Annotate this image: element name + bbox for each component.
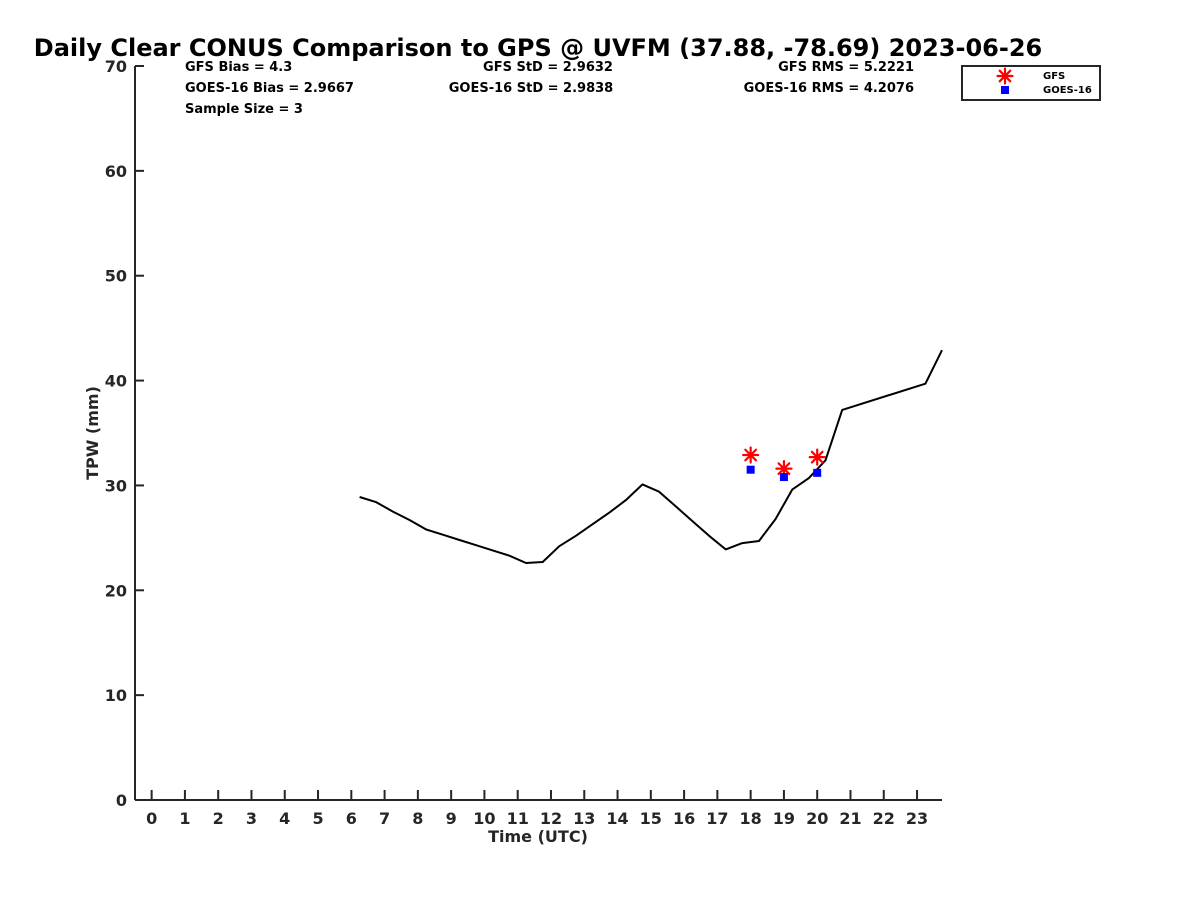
x-tick-label: 19 xyxy=(773,809,795,828)
legend-box xyxy=(961,65,1101,101)
x-tick-label: 18 xyxy=(740,809,762,828)
x-axis-label: Time (UTC) xyxy=(488,827,588,846)
legend-gfs-label: GFS xyxy=(1043,71,1065,82)
y-tick-label: 10 xyxy=(105,686,127,705)
y-tick-label: 60 xyxy=(105,162,127,181)
x-tick-label: 5 xyxy=(312,809,323,828)
x-tick-label: 22 xyxy=(873,809,895,828)
y-axis-label: TPW (mm) xyxy=(83,386,102,480)
stat-gfs-std: GFS StD = 2.9632 xyxy=(483,60,613,75)
stat-goes-rms: GOES-16 RMS = 4.2076 xyxy=(744,81,914,96)
stat-goes-bias: GOES-16 Bias = 2.9667 xyxy=(185,81,354,96)
legend-goes-label: GOES-16 xyxy=(1043,85,1092,96)
x-tick-label: 4 xyxy=(279,809,290,828)
legend: GFS GOES-16 xyxy=(961,65,1101,101)
goes16-point xyxy=(779,473,788,482)
x-tick-label: 13 xyxy=(573,809,595,828)
x-tick-label: 7 xyxy=(379,809,390,828)
x-tick-label: 8 xyxy=(412,809,423,828)
x-tick-label: 17 xyxy=(706,809,728,828)
y-ticks: 0 10 20 30 40 50 60 70 xyxy=(105,57,144,810)
x-tick-label: 12 xyxy=(540,809,562,828)
x-tick-label: 9 xyxy=(446,809,457,828)
y-tick-label: 20 xyxy=(105,581,127,600)
legend-gfs-marker xyxy=(996,67,1014,85)
stat-goes-std: GOES-16 StD = 2.9838 xyxy=(449,81,613,96)
axes xyxy=(134,66,942,801)
x-tick-label: 11 xyxy=(507,809,529,828)
legend-gfs-asterisk xyxy=(996,67,1014,85)
y-tick-label: 50 xyxy=(105,267,127,286)
gfs-point xyxy=(742,446,760,464)
stat-gfs-rms: GFS RMS = 5.2221 xyxy=(778,60,914,75)
y-tick-label: 30 xyxy=(105,476,127,495)
gfs-point xyxy=(808,448,826,466)
y-tick-label: 0 xyxy=(116,791,127,810)
x-tick-label: 1 xyxy=(179,809,190,828)
x-tick-label: 15 xyxy=(640,809,662,828)
x-tick-label: 21 xyxy=(839,809,861,828)
stat-gfs-bias: GFS Bias = 4.3 xyxy=(185,60,292,75)
stat-sample-size: Sample Size = 3 xyxy=(185,102,303,117)
x-tick-label: 20 xyxy=(806,809,828,828)
x-tick-label: 23 xyxy=(906,809,928,828)
x-tick-label: 10 xyxy=(473,809,495,828)
legend-goes-marker xyxy=(1001,86,1009,94)
x-tick-label: 2 xyxy=(213,809,224,828)
goes16-point xyxy=(813,468,822,477)
gps-tpw-line xyxy=(359,349,943,564)
plot-area xyxy=(359,349,943,564)
goes16-point xyxy=(746,465,755,474)
x-tick-label: 3 xyxy=(246,809,257,828)
y-tick-label: 70 xyxy=(105,57,127,76)
stats-annotations: GFS Bias = 4.3 GFS StD = 2.9632 GFS RMS … xyxy=(185,60,914,117)
x-tick-label: 6 xyxy=(346,809,357,828)
x-tick-label: 0 xyxy=(146,809,157,828)
chart-title: Daily Clear CONUS Comparison to GPS @ UV… xyxy=(34,34,1042,62)
x-tick-label: 14 xyxy=(606,809,628,828)
x-tick-label: 16 xyxy=(673,809,695,828)
x-ticks: 0 1 2 3 4 5 6 7 8 9 10 11 12 13 14 15 16 17 18 19 20 21 22 23 xyxy=(146,790,928,828)
y-tick-label: 40 xyxy=(105,372,127,391)
